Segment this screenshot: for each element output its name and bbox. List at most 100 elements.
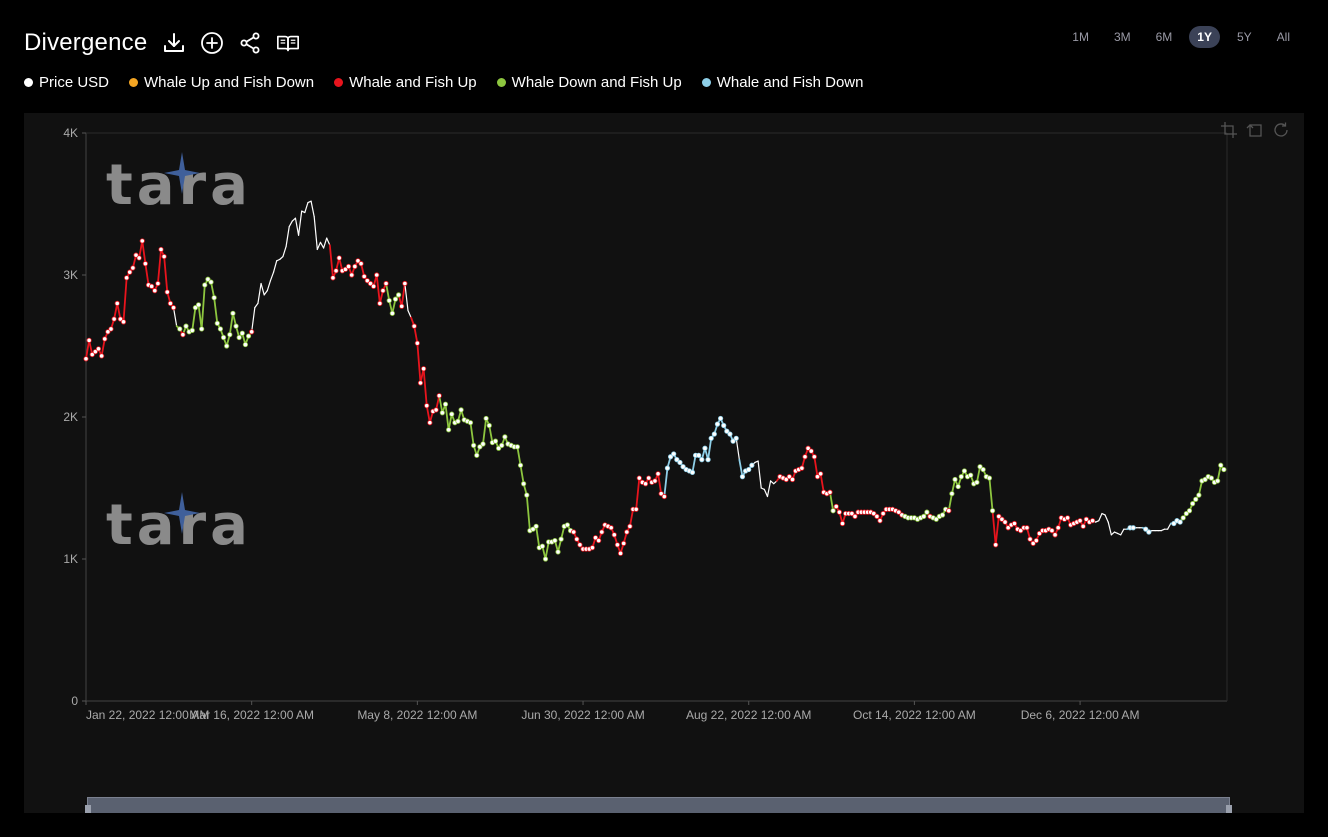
series-segment (254, 302, 259, 309)
data-point (1089, 518, 1096, 524)
data-point (95, 346, 102, 352)
legend-item-price[interactable]: Price USD (24, 74, 109, 91)
series-segment (994, 515, 1000, 546)
data-point (439, 410, 445, 416)
series-segment (422, 367, 428, 407)
series-segment (1216, 464, 1222, 482)
data-point (1055, 525, 1061, 531)
data-point (205, 276, 211, 282)
series-segment (738, 458, 744, 478)
legend-item-whale-fish-down[interactable]: Whale and Fish Down (701, 74, 863, 91)
data-point (199, 326, 205, 332)
data-point (236, 334, 242, 341)
series-segment (210, 281, 216, 299)
data-point (1208, 475, 1214, 481)
series-segment (516, 445, 522, 467)
data-point (333, 268, 339, 274)
zoom-back-icon[interactable] (1246, 121, 1264, 139)
series-segment (269, 271, 275, 282)
series-segment (322, 237, 328, 249)
range-1m[interactable]: 1M (1072, 30, 1089, 44)
legend-item-whale-fish-up[interactable]: Whale and Fish Up (334, 74, 477, 91)
share-icon[interactable] (237, 30, 263, 56)
data-point (714, 421, 721, 427)
data-point (1146, 529, 1152, 535)
series-segment (766, 480, 772, 498)
data-point (133, 252, 139, 258)
y-tick-label: 0 (71, 694, 78, 708)
data-point (533, 523, 539, 529)
data-point (961, 468, 968, 474)
data-point (436, 393, 442, 399)
data-point (1130, 525, 1136, 531)
legend-item-whale-down-fish-up[interactable]: Whale Down and Fish Up (496, 74, 682, 91)
slider-handle-left[interactable] (85, 805, 91, 813)
data-point (636, 475, 642, 481)
data-point (1196, 492, 1202, 498)
watermark-logo: tara (106, 492, 248, 558)
series-segment (385, 282, 391, 302)
series-lines (85, 200, 1225, 560)
data-point (617, 550, 624, 556)
book-open-icon[interactable] (275, 30, 301, 56)
data-point (805, 445, 811, 451)
data-point (167, 300, 174, 306)
data-point (202, 282, 208, 288)
slider-handle-right[interactable] (1226, 805, 1232, 813)
data-point (130, 265, 136, 271)
legend-marker (701, 77, 711, 87)
series-segment (425, 404, 431, 424)
data-point (224, 343, 230, 349)
chart-panel: tara tara 0 1K 2K 3K 4K Jan 22, 2022 12:00 AM M… (24, 113, 1304, 813)
y-tick-label: 4K (63, 126, 78, 140)
range-1y[interactable]: 1Y (1189, 26, 1220, 48)
data-point (217, 326, 224, 332)
series-segment (213, 296, 219, 325)
chart-legend: Price USD Whale Up and Fish Down Whale a… (24, 72, 883, 92)
data-point (933, 516, 939, 522)
range-slider[interactable] (85, 797, 1232, 813)
data-point (417, 380, 424, 386)
data-point (352, 263, 358, 270)
data-point (524, 492, 530, 498)
range-all[interactable]: All (1276, 30, 1290, 44)
series-segment (447, 413, 453, 431)
reset-icon[interactable] (1272, 121, 1290, 139)
series-segment (122, 276, 128, 323)
range-3m[interactable]: 3M (1113, 30, 1131, 44)
series-segment (691, 454, 697, 474)
data-point (833, 503, 839, 510)
data-point (486, 422, 492, 429)
download-icon[interactable] (161, 30, 187, 56)
zoom-select-icon[interactable] (1220, 121, 1238, 139)
range-6m[interactable]: 6M (1155, 30, 1173, 44)
series-segment (228, 312, 234, 336)
data-point (480, 441, 486, 447)
series-segment (416, 342, 422, 384)
data-point (564, 522, 571, 528)
data-point (386, 297, 392, 304)
data-point (621, 540, 627, 546)
add-circle-icon[interactable] (199, 30, 225, 56)
legend-item-whale-up-fish-down[interactable]: Whale Up and Fish Down (129, 74, 314, 91)
x-tick-label: Jan 22, 2022 12:00 AM (86, 708, 209, 722)
data-point (383, 280, 389, 287)
page-title: Divergence (24, 29, 148, 56)
series-segment (635, 477, 641, 511)
data-point (558, 536, 564, 542)
series-segment (1110, 531, 1116, 536)
series-segment (947, 492, 953, 512)
data-point (721, 422, 727, 429)
data-point (189, 327, 195, 333)
series-segment (629, 508, 634, 528)
data-point (730, 438, 736, 444)
series-segment (438, 394, 444, 414)
data-point (117, 316, 123, 322)
data-point (852, 513, 858, 519)
y-tick-label: 3K (63, 268, 78, 282)
data-point (680, 464, 686, 470)
data-point (521, 481, 527, 487)
range-5y[interactable]: 5Y (1236, 30, 1252, 44)
series-segment (488, 424, 494, 444)
